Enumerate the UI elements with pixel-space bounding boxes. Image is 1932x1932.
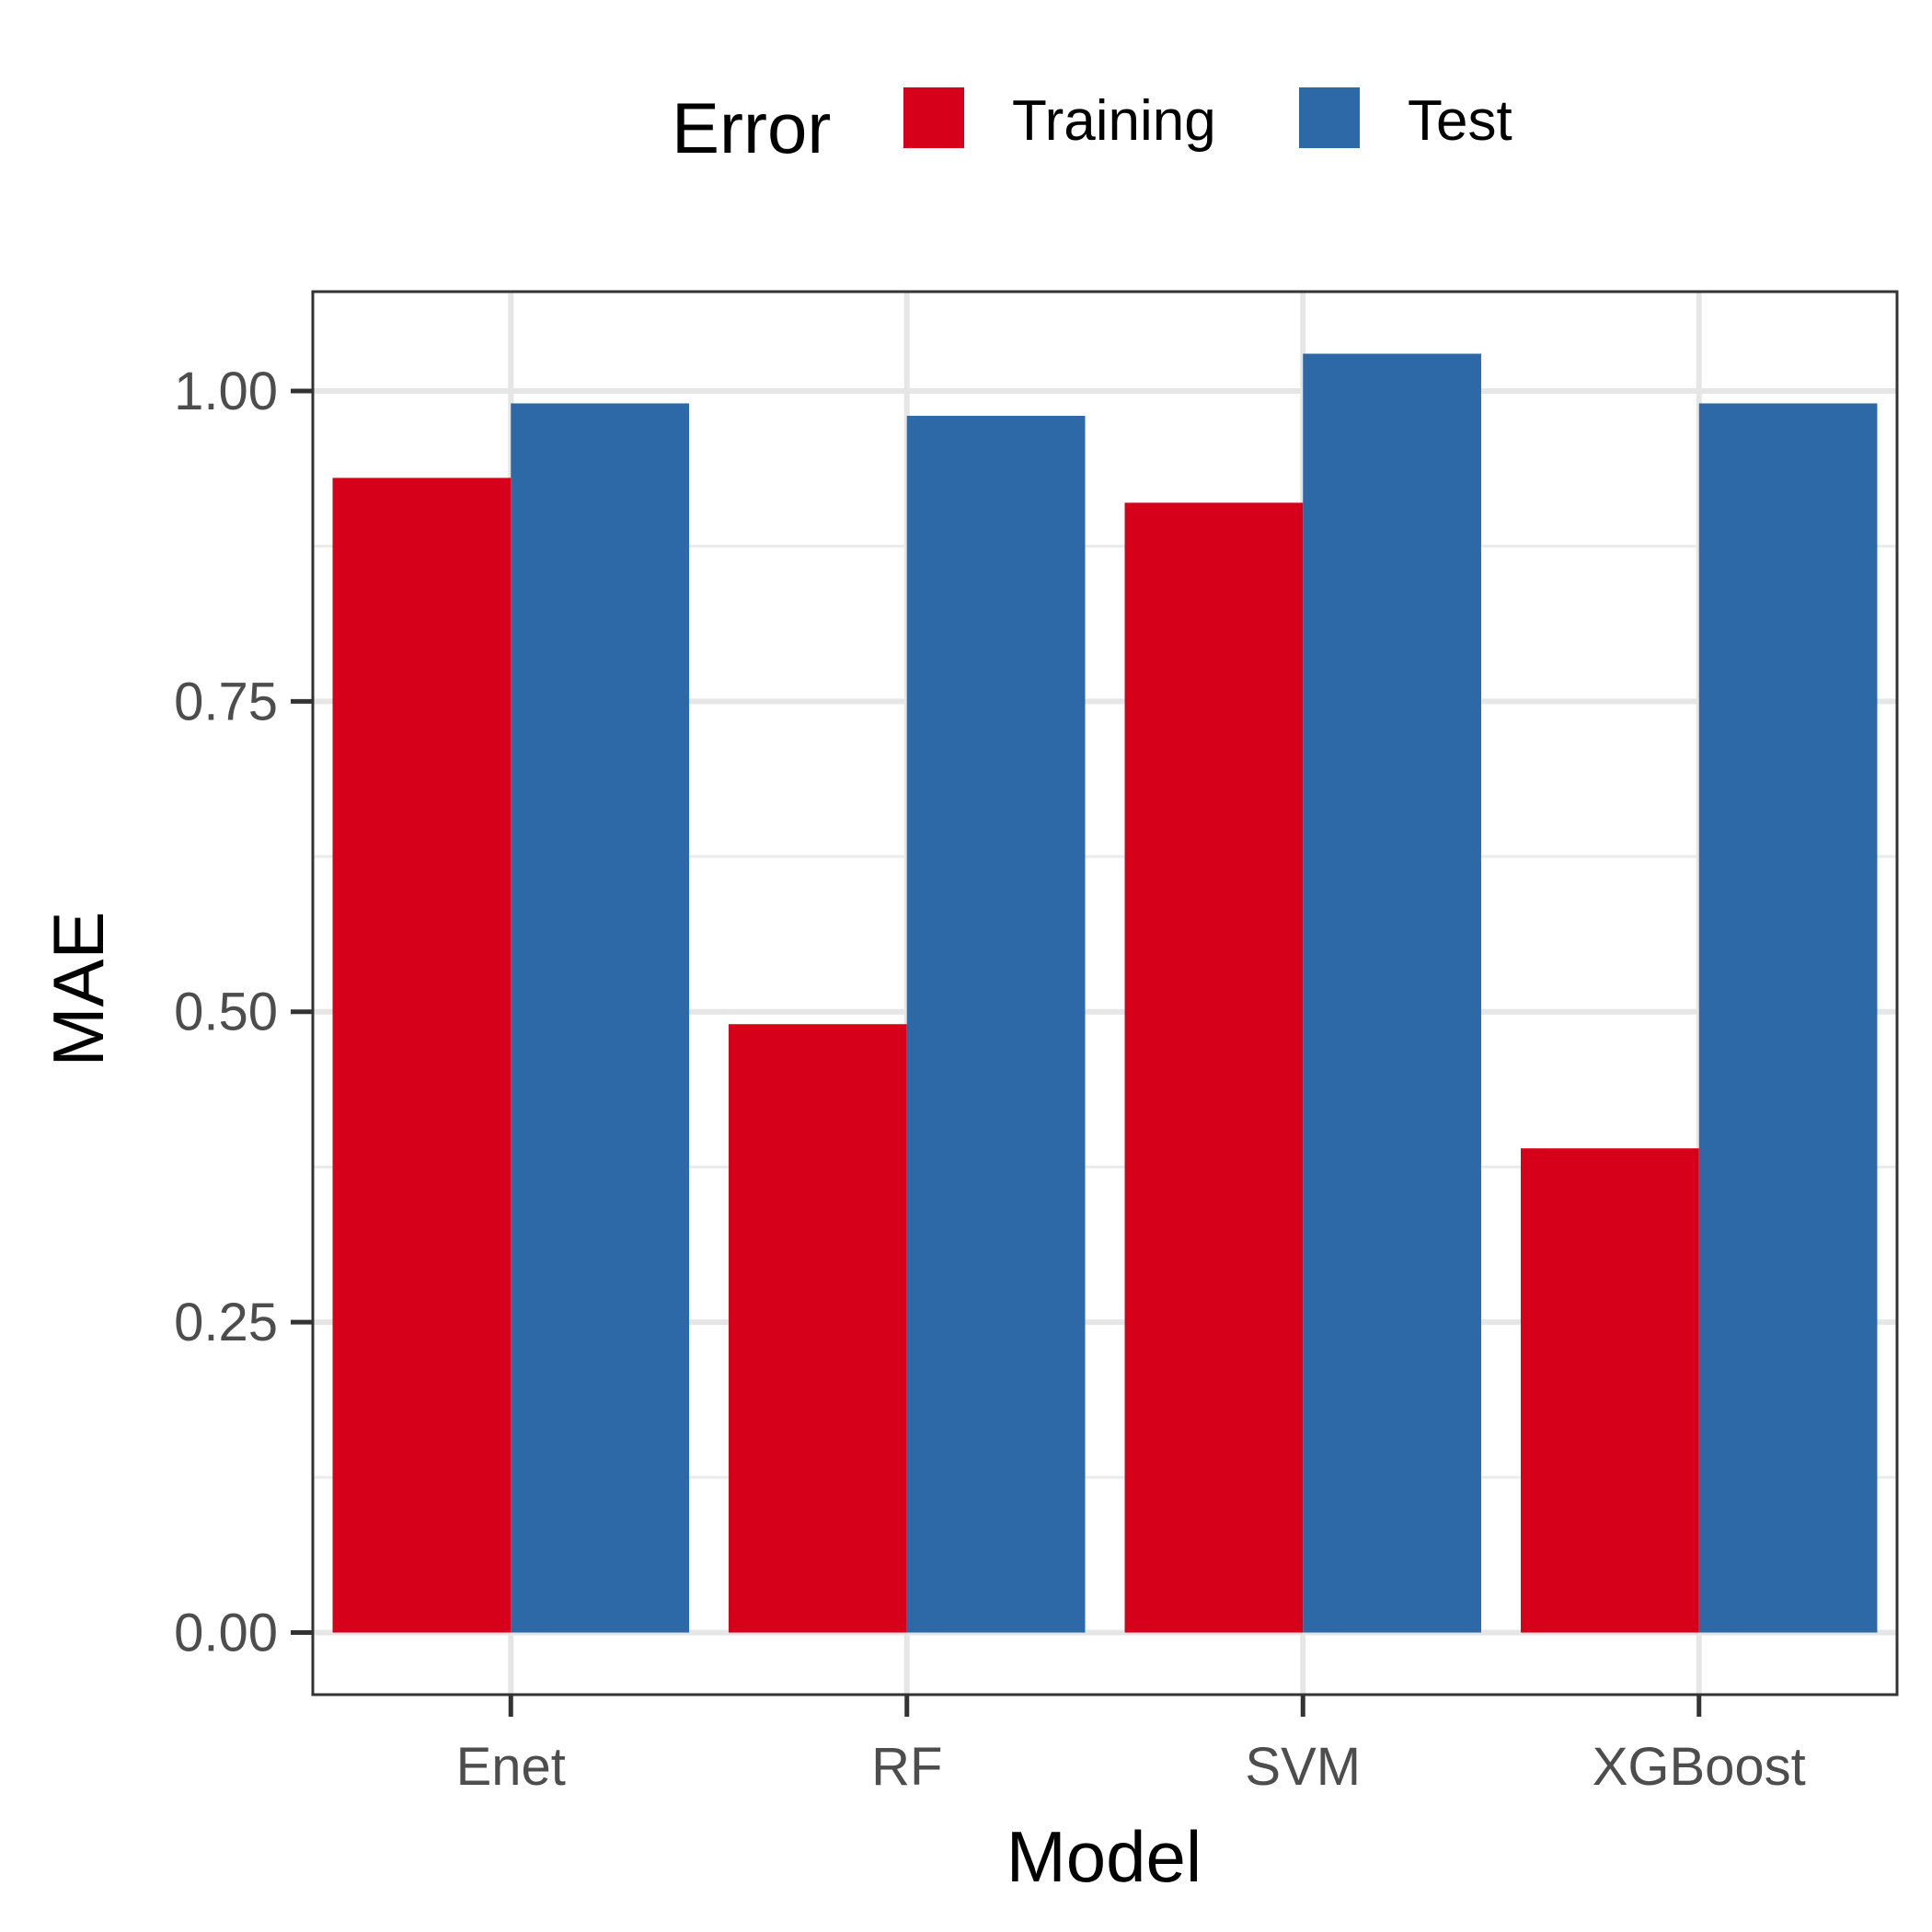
- plot-area: 0.00 0.25 0.50 0.75 1.00 Enet RF SVM XGBoost: [174, 290, 1899, 1797]
- legend-items: Training Test: [903, 87, 1512, 153]
- x-axis: Enet RF SVM XGBoost: [456, 1695, 1806, 1797]
- bars: [332, 353, 1878, 1633]
- x-tick-label: RF: [871, 1737, 942, 1797]
- bar-training-xgboost: [1521, 1148, 1699, 1633]
- x-tick-label: XGBoost: [1593, 1737, 1806, 1797]
- y-tick-label: 0.50: [174, 983, 278, 1042]
- y-tick-label: 0.25: [174, 1293, 278, 1352]
- x-axis-title: Model: [1006, 1816, 1202, 1897]
- x-tick-label: Enet: [456, 1737, 566, 1797]
- bar-test-svm: [1303, 353, 1481, 1633]
- bar-test-xgboost: [1698, 403, 1878, 1633]
- legend-swatch-test: [1299, 87, 1360, 148]
- x-tick-label: SVM: [1245, 1737, 1361, 1797]
- y-axis-title: MAE: [38, 911, 119, 1066]
- bar-training-enet: [332, 477, 512, 1633]
- bar-training-rf: [729, 1024, 907, 1633]
- bar-test-enet: [511, 403, 689, 1633]
- y-tick-label: 0.75: [174, 672, 278, 731]
- legend-swatch-training: [903, 87, 964, 148]
- bar-test-rf: [906, 415, 1086, 1633]
- bar-training-svm: [1124, 502, 1304, 1633]
- y-tick-label: 0.00: [174, 1604, 278, 1663]
- y-tick-label: 1.00: [174, 362, 278, 421]
- legend-label-training: Training: [1012, 89, 1216, 153]
- legend-label-test: Test: [1408, 89, 1512, 153]
- legend: Error Training Test: [672, 87, 1512, 168]
- panel-border: [311, 290, 1899, 1696]
- y-axis: 0.00 0.25 0.50 0.75 1.00: [174, 362, 313, 1663]
- legend-title: Error: [672, 87, 831, 168]
